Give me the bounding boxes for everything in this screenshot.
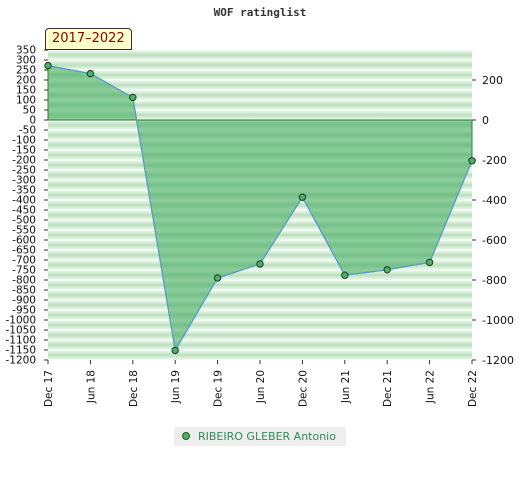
left-tick-label: -1150 <box>5 345 36 357</box>
data-point <box>129 93 137 102</box>
left-tick-label: -700 <box>12 255 36 267</box>
left-tick-label: -550 <box>12 225 36 237</box>
left-tick-label: -50 <box>19 125 36 137</box>
background-band <box>48 270 472 280</box>
background-band <box>48 60 472 70</box>
left-tick-label: -600 <box>12 235 36 247</box>
data-point <box>256 260 264 268</box>
left-tick-label: -100 <box>12 135 36 147</box>
data-point <box>341 271 349 279</box>
right-tick-label: -400 <box>482 194 507 207</box>
background-band <box>48 350 472 360</box>
left-tick-label: 150 <box>16 85 36 97</box>
right-tick-label: -200 <box>482 154 507 167</box>
x-tick-label: Jun 20 <box>255 370 267 404</box>
left-tick-label: -950 <box>12 305 36 317</box>
data-markers <box>44 61 476 355</box>
x-tick-label: Jun 18 <box>85 370 97 404</box>
x-tick-label: Dec 21 <box>382 370 394 407</box>
background-band <box>48 340 472 350</box>
left-tick-label: 300 <box>16 55 36 67</box>
background-band <box>48 330 472 340</box>
background-band <box>48 50 472 60</box>
right-tick-label: -600 <box>482 234 507 247</box>
x-tick-label: Jun 22 <box>425 370 437 404</box>
background-band <box>48 100 472 110</box>
left-tick-label: -500 <box>12 215 36 227</box>
data-point <box>44 61 52 70</box>
legend-series-label: RIBEIRO GLEBER Antonio <box>198 430 336 443</box>
left-tick-label: 50 <box>23 105 36 117</box>
background-band <box>48 280 472 290</box>
left-tick-label: -750 <box>12 265 36 277</box>
x-tick-label: Dec 22 <box>467 370 479 407</box>
left-tick-label: -800 <box>12 275 36 287</box>
x-tick-label: Dec 19 <box>213 370 225 407</box>
left-tick-label: -200 <box>12 155 36 167</box>
left-tick-label: -400 <box>12 195 36 207</box>
left-tick-label: -900 <box>12 295 36 307</box>
right-tick-label: 0 <box>482 114 489 127</box>
left-tick-label: -150 <box>12 145 36 157</box>
legend: RIBEIRO GLEBER Antonio <box>174 427 346 446</box>
background-band <box>48 110 472 120</box>
background-band <box>48 290 472 300</box>
background-band <box>48 70 472 80</box>
data-point <box>383 266 391 274</box>
data-point <box>425 258 434 267</box>
left-tick-label: 200 <box>16 75 36 87</box>
x-tick-label: Dec 20 <box>297 370 309 407</box>
data-point <box>171 346 179 355</box>
data-point <box>468 157 476 165</box>
right-axis: -1200 -1000 -800 -600 -400 -200 0 200 <box>472 74 514 367</box>
date-range-badge: 2017–2022 <box>45 28 132 50</box>
x-tick-label: Jun 21 <box>340 370 352 404</box>
left-tick-label: 350 <box>16 45 36 57</box>
right-tick-label: -1000 <box>482 314 514 327</box>
chart-title: WOF ratinglist <box>213 6 307 19</box>
right-tick-label: -1200 <box>482 354 514 367</box>
left-tick-label: -1000 <box>5 315 36 327</box>
x-tick-label: Jun 19 <box>170 370 182 404</box>
background-band <box>48 320 472 330</box>
left-tick-label: 250 <box>16 65 36 77</box>
left-tick-label: -650 <box>12 245 36 257</box>
left-axis: -1200-1150-1100-1050-1000-950-900-850-80… <box>5 45 48 367</box>
left-tick-label: -1050 <box>5 325 36 337</box>
left-tick-label: -350 <box>12 185 36 197</box>
right-tick-label: -800 <box>482 274 507 287</box>
left-tick-label: -1200 <box>5 355 36 367</box>
left-tick-label: -250 <box>12 165 36 177</box>
background-band <box>48 80 472 90</box>
left-tick-label: -850 <box>12 285 36 297</box>
left-tick-label: 100 <box>16 95 36 107</box>
x-tick-label: Dec 17 <box>43 370 55 407</box>
left-tick-label: 0 <box>29 115 36 127</box>
data-point <box>86 69 95 78</box>
right-tick-label: 200 <box>482 74 503 87</box>
left-tick-label: -450 <box>12 205 36 217</box>
data-point <box>298 193 307 201</box>
background-band <box>48 300 472 310</box>
left-tick-label: -300 <box>12 175 36 187</box>
background-band <box>48 90 472 100</box>
data-point <box>213 274 222 282</box>
left-tick-label: -1100 <box>5 335 36 347</box>
legend-marker <box>182 432 190 440</box>
x-axis: Dec 17 Jun 18 Dec 18 Jun 19 Dec 19 Jun 20 Dec … <box>43 360 479 407</box>
background-band <box>48 310 472 320</box>
x-tick-label: Dec 18 <box>128 370 140 407</box>
